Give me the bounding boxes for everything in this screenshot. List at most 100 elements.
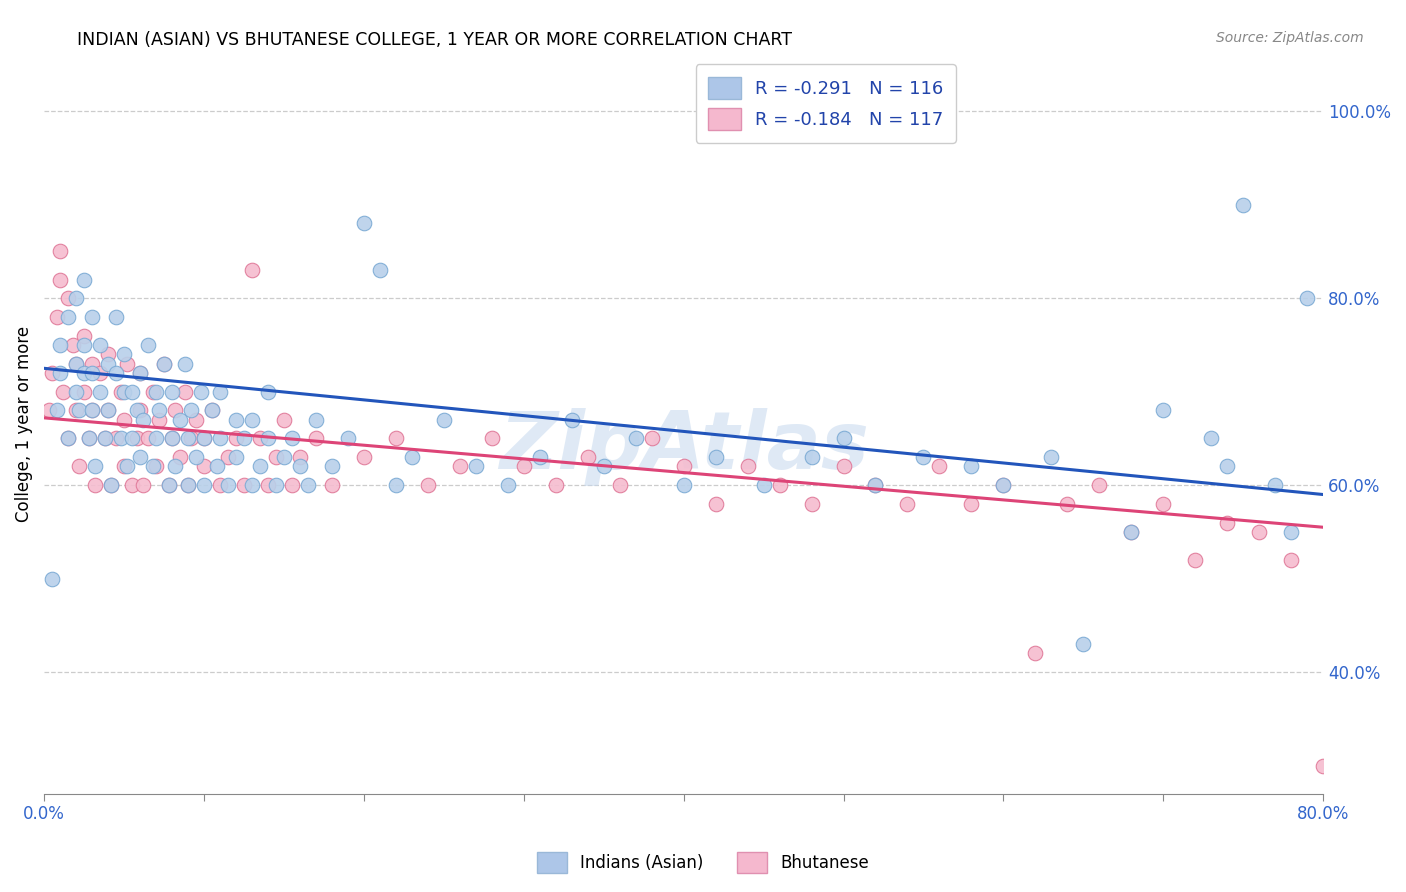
Point — [321, 478, 343, 492]
Point — [125, 432, 148, 446]
Point — [576, 450, 599, 464]
Point — [80, 403, 103, 417]
Point — [56, 291, 79, 305]
Point — [165, 403, 187, 417]
Point — [624, 432, 647, 446]
Point — [281, 478, 304, 492]
Point — [353, 216, 375, 230]
Point — [41, 572, 63, 586]
Point — [180, 432, 202, 446]
Point — [225, 450, 247, 464]
Point — [264, 450, 287, 464]
Point — [169, 450, 191, 464]
Point — [233, 432, 256, 446]
Point — [529, 450, 551, 464]
Point — [288, 459, 311, 474]
Point — [1152, 497, 1174, 511]
Point — [768, 478, 790, 492]
Point — [297, 478, 319, 492]
Point — [672, 459, 695, 474]
Point — [80, 357, 103, 371]
Point — [100, 478, 122, 492]
Point — [321, 459, 343, 474]
Point — [148, 413, 170, 427]
Point — [177, 478, 200, 492]
Point — [640, 432, 662, 446]
Point — [1279, 553, 1302, 567]
Point — [157, 478, 180, 492]
Point — [401, 450, 423, 464]
Point — [193, 432, 215, 446]
Point — [132, 478, 155, 492]
Point — [249, 432, 271, 446]
Point — [912, 450, 935, 464]
Point — [208, 384, 231, 399]
Point — [56, 432, 79, 446]
Point — [704, 497, 727, 511]
Point — [1152, 403, 1174, 417]
Point — [97, 403, 120, 417]
Point — [65, 357, 87, 371]
Point — [80, 366, 103, 380]
Point — [225, 413, 247, 427]
Text: Source: ZipAtlas.com: Source: ZipAtlas.com — [1216, 31, 1364, 45]
Point — [249, 459, 271, 474]
Point — [94, 432, 117, 446]
Point — [1249, 524, 1271, 539]
Point — [38, 403, 60, 417]
Point — [960, 459, 983, 474]
Point — [121, 478, 143, 492]
Point — [117, 357, 139, 371]
Point — [145, 432, 167, 446]
Y-axis label: College, 1 year or more: College, 1 year or more — [15, 326, 32, 523]
Point — [73, 384, 96, 399]
Point — [288, 450, 311, 464]
Point — [49, 338, 72, 352]
Point — [45, 310, 67, 324]
Point — [148, 403, 170, 417]
Point — [136, 432, 159, 446]
Point — [129, 366, 152, 380]
Point — [257, 384, 280, 399]
Point — [737, 459, 759, 474]
Point — [464, 459, 486, 474]
Point — [145, 459, 167, 474]
Point — [896, 497, 918, 511]
Point — [132, 413, 155, 427]
Point — [240, 413, 263, 427]
Point — [100, 478, 122, 492]
Point — [1024, 647, 1046, 661]
Point — [832, 459, 855, 474]
Legend: Indians (Asian), Bhutanese: Indians (Asian), Bhutanese — [530, 846, 876, 880]
Point — [960, 497, 983, 511]
Point — [97, 347, 120, 361]
Point — [305, 413, 328, 427]
Point — [129, 403, 152, 417]
Text: INDIAN (ASIAN) VS BHUTANESE COLLEGE, 1 YEAR OR MORE CORRELATION CHART: INDIAN (ASIAN) VS BHUTANESE COLLEGE, 1 Y… — [77, 31, 793, 49]
Point — [136, 338, 159, 352]
Point — [49, 244, 72, 259]
Point — [160, 384, 183, 399]
Point — [800, 450, 823, 464]
Point — [65, 357, 87, 371]
Point — [180, 403, 202, 417]
Point — [800, 497, 823, 511]
Point — [173, 357, 195, 371]
Point — [105, 310, 128, 324]
Point — [97, 403, 120, 417]
Point — [1216, 516, 1239, 530]
Point — [240, 478, 263, 492]
Point — [49, 366, 72, 380]
Point — [273, 450, 295, 464]
Point — [125, 403, 148, 417]
Point — [240, 263, 263, 277]
Point — [704, 450, 727, 464]
Point — [112, 413, 135, 427]
Point — [49, 272, 72, 286]
Point — [1264, 478, 1286, 492]
Point — [157, 478, 180, 492]
Point — [112, 459, 135, 474]
Point — [84, 478, 107, 492]
Point — [1279, 524, 1302, 539]
Point — [73, 366, 96, 380]
